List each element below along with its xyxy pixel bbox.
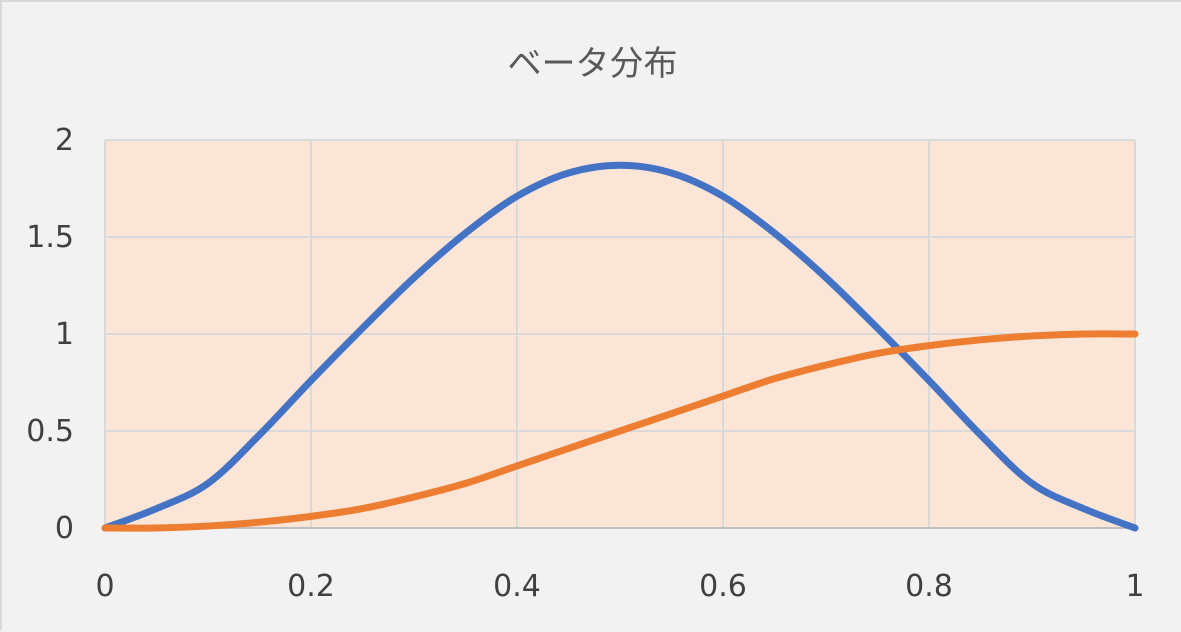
y-tick-label: 0: [55, 511, 74, 546]
x-tick-label: 0.6: [699, 569, 747, 604]
series-line-1: [101, 161, 1139, 532]
y-tick-label: 2: [55, 123, 74, 158]
x-tick-label: 1: [1125, 569, 1144, 604]
series-line-2: [101, 330, 1139, 532]
x-tick-label: 0.4: [493, 569, 541, 604]
x-axis-labels: 0 0.2 0.4 0.6 0.8 1: [95, 569, 1144, 604]
x-tick-label: 0.2: [287, 569, 335, 604]
y-tick-label: 1.5: [26, 220, 74, 255]
y-axis-labels: 0 0.5 1 1.5 2: [26, 123, 74, 546]
y-tick-label: 0.5: [26, 414, 74, 449]
x-tick-label: 0.8: [905, 569, 953, 604]
series-lines: [101, 161, 1139, 532]
chart-title: ベータ分布: [507, 44, 678, 84]
y-tick-label: 1: [55, 317, 74, 352]
x-tick-label: 0: [95, 569, 114, 604]
